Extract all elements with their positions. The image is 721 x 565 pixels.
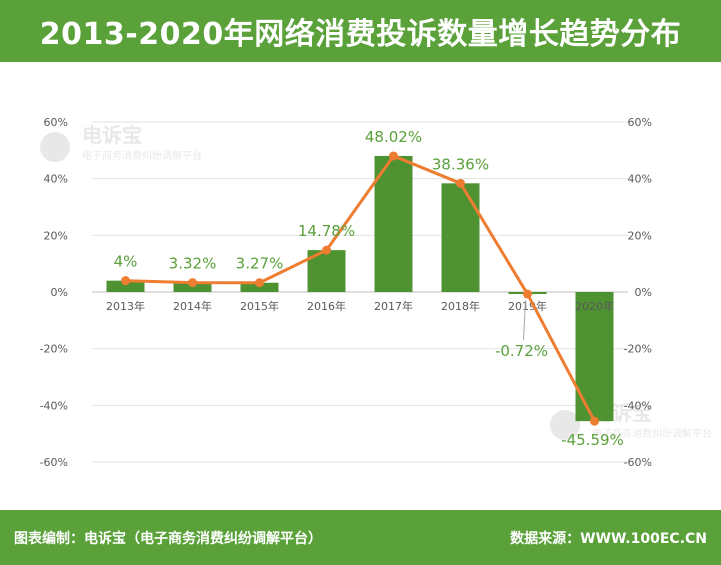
y-axis-left: 60% 40% 20% 0% -20% -40% -60% xyxy=(40,116,68,469)
y-tick-label-right: 60% xyxy=(628,116,652,129)
line-point xyxy=(121,276,130,286)
line-point xyxy=(322,245,331,255)
data-label: 3.27% xyxy=(236,255,284,273)
chart-title: 2013-2020年网络消费投诉数量增长趋势分布 xyxy=(39,17,682,52)
watermark-badge-icon xyxy=(550,410,580,440)
y-tick-label-left: 0% xyxy=(51,286,68,299)
line-point xyxy=(590,416,599,426)
chart-title-bar: 2013-2020年网络消费投诉数量增长趋势分布 xyxy=(0,0,721,62)
bar xyxy=(173,282,212,292)
line-path xyxy=(125,154,596,422)
bar xyxy=(106,280,145,292)
bar xyxy=(441,183,480,292)
y-tick-label-left: 20% xyxy=(44,229,68,242)
footer-credit: 图表编制：电诉宝（电子商务消费纠纷调解平台） xyxy=(14,531,322,547)
y-tick-label-left: -40% xyxy=(40,399,68,412)
y-tick-label-right: 0% xyxy=(635,286,652,299)
y-axis-right: 60% 40% 20% 0% -20% -40% -60% xyxy=(624,116,652,469)
footer-source: 数据来源：WWW.100EC.CN xyxy=(510,531,707,547)
leader-line xyxy=(523,300,526,341)
y-tick-label-right: 20% xyxy=(628,229,652,242)
data-label: 48.02% xyxy=(365,128,422,146)
data-labels: 4% 3.32% 3.27% 14.78% 48.02% 38.36% -0.72% -45.… xyxy=(114,128,624,449)
bar xyxy=(240,282,279,292)
watermark-subtitle-bottom: 电子商务消费纠纷调解平台 xyxy=(592,427,712,440)
x-tick-label: 2015年 xyxy=(240,299,279,313)
y-tick-label-right: -60% xyxy=(624,456,652,469)
x-tick-label: 2018年 xyxy=(441,299,480,313)
x-tick-label: 2019年 xyxy=(508,299,547,313)
x-tick-label: 2020年 xyxy=(575,299,614,313)
data-label: 14.78% xyxy=(298,222,355,240)
y-tick-label-left: 60% xyxy=(44,116,68,129)
x-tick-label: 2014年 xyxy=(173,299,212,313)
y-tick-label-right: -40% xyxy=(624,399,652,412)
data-label: -0.72% xyxy=(495,342,548,360)
x-axis-labels: 2013年 2014年 2015年 2016年 2017年 2018年 2019年 2020年 xyxy=(106,299,614,313)
watermark-subtitle-top: 电子商务消费纠纷调解平台 xyxy=(82,149,202,162)
gridlines xyxy=(92,121,628,463)
watermark-brand-top: 电诉宝 xyxy=(82,123,142,147)
data-label: 3.32% xyxy=(169,255,217,273)
watermark-logo-top: 电诉宝 电子商务消费纠纷调解平台 xyxy=(40,123,202,162)
bar-series xyxy=(106,155,614,422)
watermark-badge-icon xyxy=(40,132,70,162)
footer-bar: 图表编制：电诉宝（电子商务消费纠纷调解平台） 数据来源：WWW.100EC.CN xyxy=(0,510,721,565)
chart-svg: 电诉宝 电子商务消费纠纷调解平台 电诉宝 电子商务消费纠纷调解平台 60% 40%… xyxy=(40,116,712,469)
y-tick-label-left: 40% xyxy=(44,173,68,186)
data-label: 38.36% xyxy=(432,155,489,173)
line-point xyxy=(523,289,532,299)
x-tick-label: 2017年 xyxy=(374,299,413,313)
line-point xyxy=(456,178,465,188)
bar xyxy=(374,155,413,292)
x-tick-label: 2016年 xyxy=(307,299,346,313)
y-tick-label-right: -20% xyxy=(624,343,652,356)
line-point xyxy=(389,151,398,161)
y-tick-label-right: 40% xyxy=(628,173,652,186)
y-tick-label-left: -60% xyxy=(40,456,68,469)
line-series xyxy=(121,151,599,426)
data-label: -45.59% xyxy=(561,431,624,449)
y-tick-label-left: -20% xyxy=(40,343,68,356)
line-point xyxy=(255,278,264,288)
data-label: 4% xyxy=(114,253,138,271)
x-tick-label: 2013年 xyxy=(106,299,145,313)
line-point xyxy=(188,278,197,288)
chart-area: 电诉宝 电子商务消费纠纷调解平台 电诉宝 电子商务消费纠纷调解平台 60% 40%… xyxy=(0,62,721,510)
